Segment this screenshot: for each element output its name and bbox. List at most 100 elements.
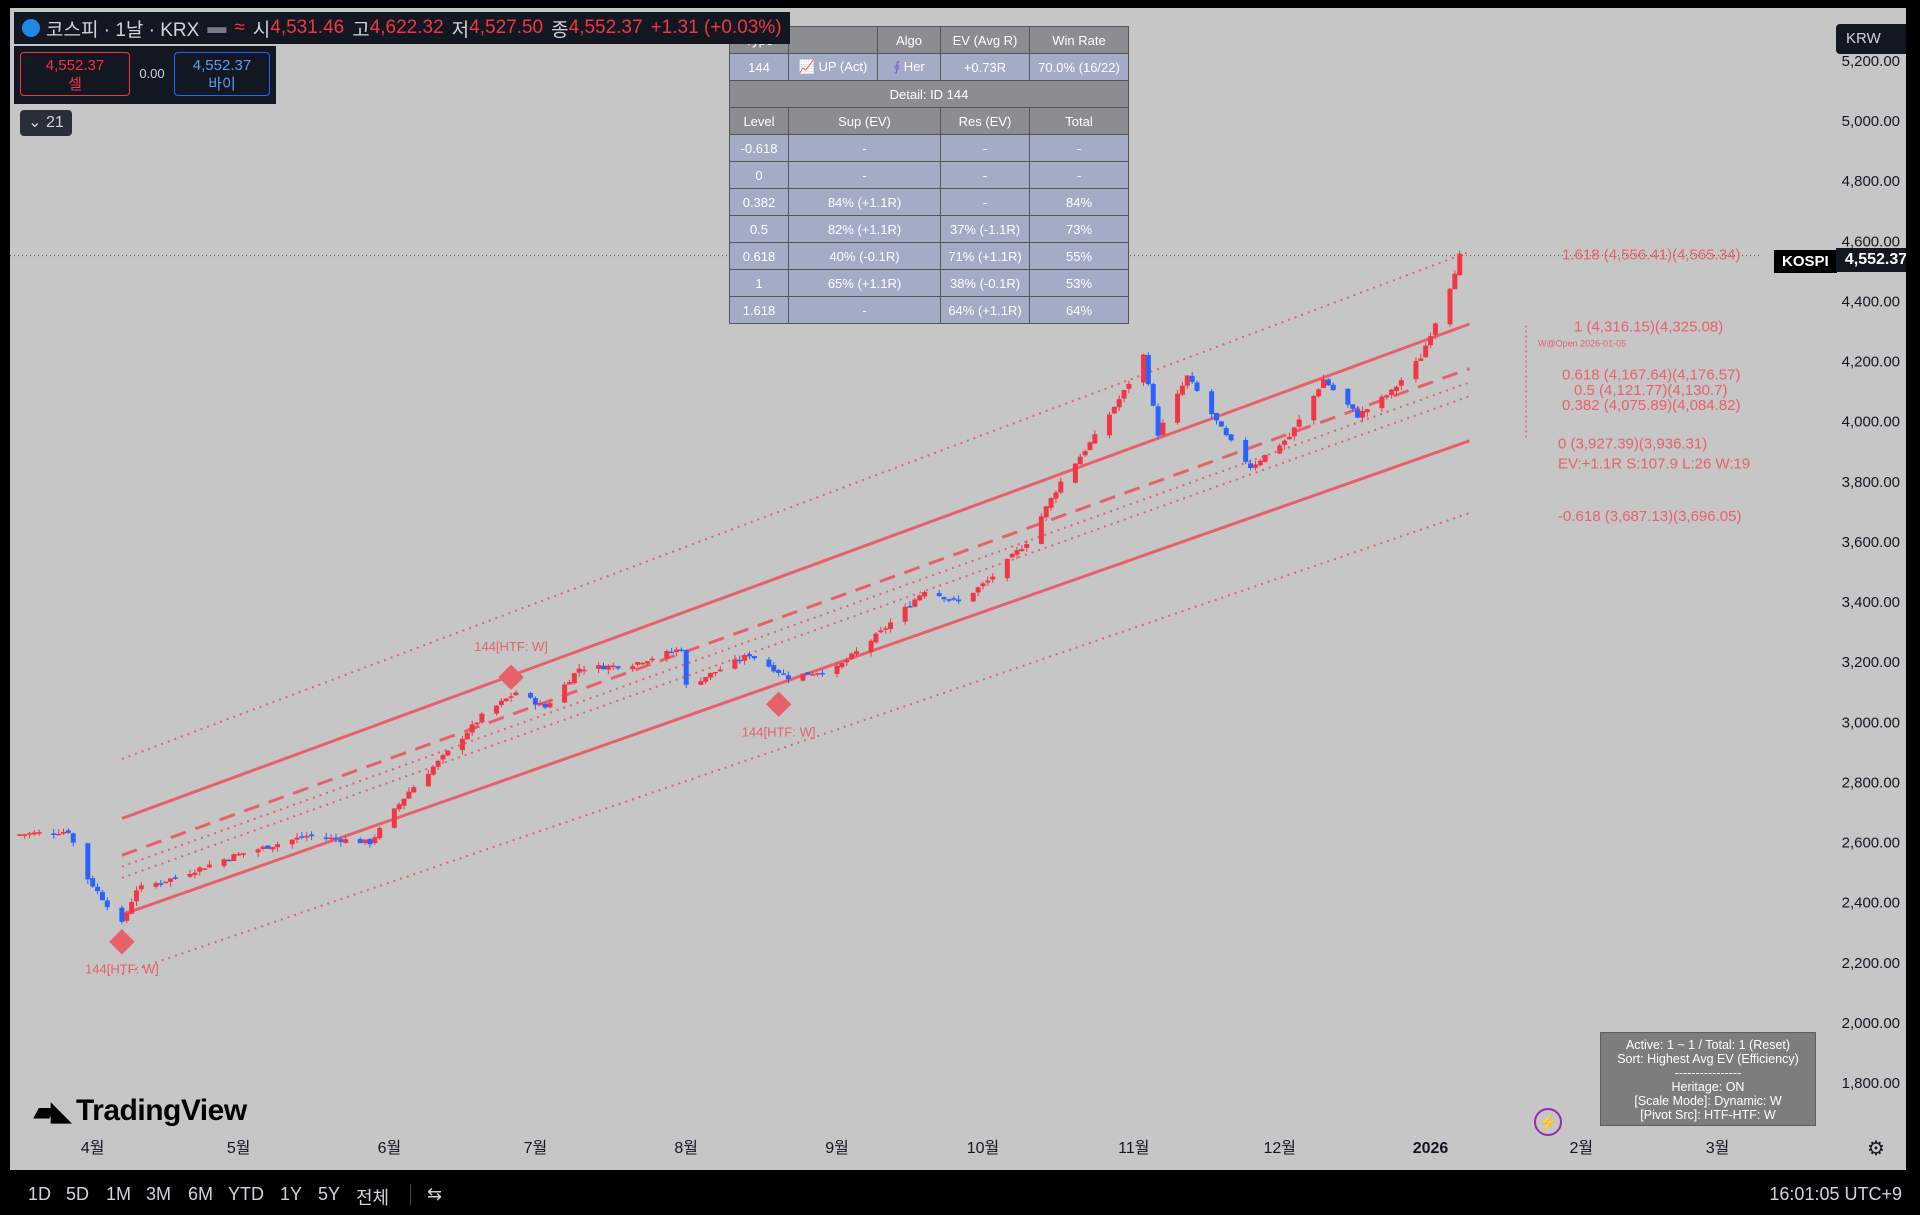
stats-table: Type Algo EV (Avg R) Win Rate 144 📈 UP (… (729, 26, 1129, 324)
candle-body (912, 599, 918, 607)
timeframe-1y[interactable]: 1Y (280, 1184, 303, 1204)
x-tick-label: 10월 (967, 1139, 1000, 1157)
level-line-0 (121, 439, 1470, 917)
candle-body (158, 883, 164, 885)
detail-total: 84% (1029, 188, 1129, 216)
detail-row: 0.618 40% (-0.1R) 71% (+1.1R) 55% (729, 242, 1129, 270)
date-range-icon[interactable]: ⇆ (410, 1184, 442, 1205)
gear-icon[interactable]: ⚙ (1867, 1138, 1885, 1160)
candle-body (90, 878, 96, 887)
timeframe-3m[interactable]: 3M (146, 1184, 172, 1204)
detail-res: 37% (-1.1R) (940, 215, 1030, 243)
candle-body (372, 837, 378, 844)
candle-body (975, 587, 981, 593)
candle-body (202, 868, 208, 870)
symbol-title[interactable]: 코스피 · 1날 · KRX (46, 19, 200, 41)
candle-body (708, 672, 714, 678)
timeframe-all[interactable]: 전체 (356, 1188, 390, 1208)
chart-area[interactable]: 1.618 (4,556.41)(4,565.34) 1 (4,316.15)(4… (10, 8, 1906, 1170)
candle-body (1087, 442, 1093, 450)
candle-body (138, 885, 144, 890)
x-tick-label: 3월 (1706, 1139, 1730, 1157)
detail-res: 38% (-0.1R) (940, 269, 1030, 297)
candle-body (357, 839, 363, 844)
minus-icon[interactable]: ▬ (207, 17, 227, 38)
candle-body (391, 808, 397, 828)
timeframe-5d[interactable]: 5D (66, 1184, 90, 1204)
detail-total: - (1029, 161, 1129, 189)
detail-row: 0--- (729, 161, 1129, 189)
candle-body (1447, 288, 1453, 325)
candle-body (1423, 345, 1429, 358)
candle-body (698, 681, 704, 685)
symbol-header[interactable]: 코스피 · 1날 · KRX ▬ ≈ 시 4,531.46 고 4,622.32 저… (14, 12, 790, 44)
candle-body (1053, 492, 1059, 499)
lightning-icon[interactable]: ⚡ (1534, 1108, 1562, 1136)
candle-body (542, 704, 548, 708)
symbol-price-tag: KOSPI (1774, 250, 1837, 273)
y-tick-label: 2,600.00 (1842, 835, 1900, 852)
sell-price: 4,552.37 (45, 57, 105, 74)
candle-body (61, 831, 67, 834)
timeframe-6m[interactable]: 6M (188, 1184, 214, 1204)
detail-col-level: Level (729, 107, 789, 135)
level-label: 0.382 (4,075.89)(4,084.82) (1562, 397, 1740, 414)
candle-body (236, 853, 242, 856)
timeframe-5y[interactable]: 5Y (318, 1184, 341, 1204)
stats-id: 144 (729, 53, 789, 81)
y-tick-label: 2,000.00 (1842, 1015, 1900, 1032)
candle-body (343, 839, 349, 843)
candle-body (1048, 498, 1054, 508)
candle-body (1209, 391, 1215, 415)
clock: 16:01:05 UTC+9 (1769, 1184, 1902, 1204)
algo-icon: ∮ (893, 59, 901, 74)
candle-body (206, 864, 212, 868)
detail-res: 64% (+1.1R) (940, 296, 1030, 324)
candle-body (1277, 445, 1283, 454)
candle-body (231, 854, 237, 862)
timeframe-1d[interactable]: 1D (28, 1184, 52, 1204)
channel-layer (109, 250, 1527, 976)
candle-body (95, 886, 101, 892)
candle-body (785, 675, 791, 680)
candle-body (328, 837, 334, 840)
candle-body (31, 832, 37, 835)
candle-body (766, 659, 772, 667)
detail-total: - (1029, 134, 1129, 162)
candle-body (581, 669, 587, 672)
candle-body (299, 836, 305, 838)
sell-button[interactable]: 4,552.37 셀 (20, 52, 130, 96)
candle-body (503, 698, 509, 702)
candle-body (1262, 454, 1268, 462)
candle-body (1189, 375, 1195, 382)
candle-body (474, 722, 480, 725)
detail-row: 0.5 82% (+1.1R) 37% (-1.1R) 73% (729, 215, 1129, 243)
timeframe-ytd[interactable]: YTD (228, 1184, 264, 1204)
candle-body (163, 881, 169, 884)
candle-body (571, 673, 577, 684)
price-chart[interactable]: 1.618 (4,556.41)(4,565.34) 1 (4,316.15)(4… (10, 8, 1906, 1170)
spread-value: 0.00 (139, 66, 165, 81)
buy-button[interactable]: 4,552.37 바이 (174, 52, 270, 96)
timeframe-1m[interactable]: 1M (106, 1184, 132, 1204)
candle-body (717, 669, 723, 672)
candle-body (1321, 379, 1327, 389)
candle-body (1325, 379, 1331, 386)
detail-row: -0.618- - - (729, 134, 1129, 162)
candle-body (873, 633, 879, 643)
candle-body (644, 661, 650, 664)
candle-body (1043, 506, 1049, 518)
candle-body (615, 666, 621, 669)
candle-body (1379, 396, 1385, 409)
pivot-label: 144[HTF: W] (85, 962, 159, 977)
candle-body (333, 837, 339, 840)
pivot-label: 144[HTF: W] (474, 639, 548, 654)
candle-body (751, 656, 757, 659)
candle-body (888, 622, 894, 629)
candle-body (129, 902, 135, 914)
detail-sup: 84% (+1.1R) (788, 188, 941, 216)
candle-body (664, 651, 670, 659)
currency-selector[interactable]: KRW (1836, 24, 1906, 54)
indicator-collapse-button[interactable]: ⌄ 21 (20, 110, 72, 136)
candle-body (1389, 389, 1395, 395)
